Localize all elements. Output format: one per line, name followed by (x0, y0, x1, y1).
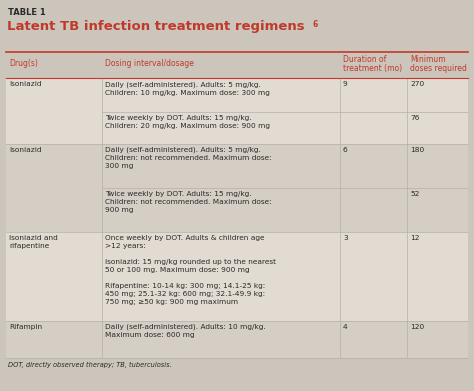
Text: Twice weekly by DOT. Adults: 15 mg/kg.
Children: not recommended. Maximum dose:
: Twice weekly by DOT. Adults: 15 mg/kg. C… (105, 191, 272, 213)
Text: 180: 180 (410, 147, 424, 152)
Bar (6, 143, 468, 232)
Text: 6: 6 (343, 147, 347, 152)
Text: Duration of: Duration of (343, 55, 386, 64)
Bar (6, 78, 468, 143)
Text: doses required: doses required (410, 64, 467, 73)
Text: DOT, directly observed therapy; TB, tuberculosis.: DOT, directly observed therapy; TB, tube… (8, 362, 172, 368)
Text: 12: 12 (410, 235, 419, 241)
Text: Dosing interval/dosage: Dosing interval/dosage (105, 59, 194, 68)
Text: Daily (self-administered). Adults: 5 mg/kg.
Children: not recommended. Maximum d: Daily (self-administered). Adults: 5 mg/… (105, 147, 272, 169)
Text: Daily (self-administered). Adults: 10 mg/kg.
Maximum dose: 600 mg: Daily (self-administered). Adults: 10 mg… (105, 324, 266, 338)
Text: 270: 270 (410, 81, 424, 87)
Bar (6, 232, 468, 321)
Text: Minimum: Minimum (410, 55, 446, 64)
Text: 4: 4 (343, 324, 347, 330)
Text: Once weekly by DOT. Adults & children age
>12 years:

Isoniazid: 15 mg/kg rounde: Once weekly by DOT. Adults & children ag… (105, 235, 276, 305)
Text: 6: 6 (313, 20, 318, 29)
Text: Daily (self-administered). Adults: 5 mg/kg.
Children: 10 mg/kg. Maximum dose: 30: Daily (self-administered). Adults: 5 mg/… (105, 81, 270, 95)
Text: Isoniazid and
rifapentine: Isoniazid and rifapentine (9, 235, 58, 249)
Text: 52: 52 (410, 191, 419, 197)
Text: 9: 9 (343, 81, 348, 87)
Text: treatment (mo): treatment (mo) (343, 64, 402, 73)
Text: Isoniazid: Isoniazid (9, 147, 42, 152)
Bar (6, 321, 468, 358)
Text: Latent TB infection treatment regimens: Latent TB infection treatment regimens (7, 20, 305, 33)
Text: Rifampin: Rifampin (9, 324, 42, 330)
Text: Isoniazid: Isoniazid (9, 81, 42, 87)
Text: Drug(s): Drug(s) (9, 59, 38, 68)
Text: TABLE 1: TABLE 1 (8, 8, 46, 17)
Text: Twice weekly by DOT. Adults: 15 mg/kg.
Children: 20 mg/kg. Maximum dose: 900 mg: Twice weekly by DOT. Adults: 15 mg/kg. C… (105, 115, 270, 129)
Text: 120: 120 (410, 324, 424, 330)
Text: 76: 76 (410, 115, 419, 121)
Text: 3: 3 (343, 235, 347, 241)
